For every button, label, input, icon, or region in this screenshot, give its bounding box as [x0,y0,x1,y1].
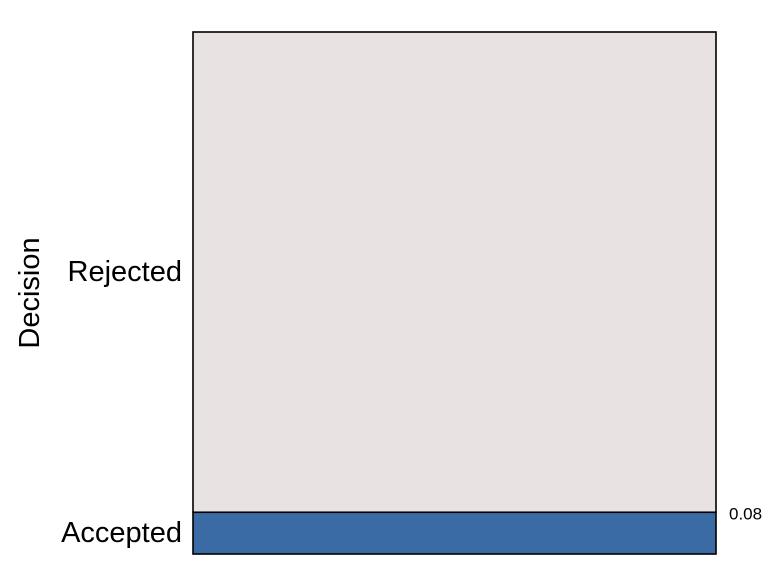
bar-group [192,31,717,555]
y-axis-label: Decision [14,237,46,348]
data-label-group: 0.08 [729,505,762,524]
bar-accepted [192,511,717,555]
tick-label-group: Accepted Rejected [61,256,182,549]
bar-rejected [192,31,717,514]
tick-label-rejected: Rejected [68,256,182,288]
tick-label-accepted: Accepted [61,517,182,549]
data-label-accepted: 0.08 [729,505,762,524]
